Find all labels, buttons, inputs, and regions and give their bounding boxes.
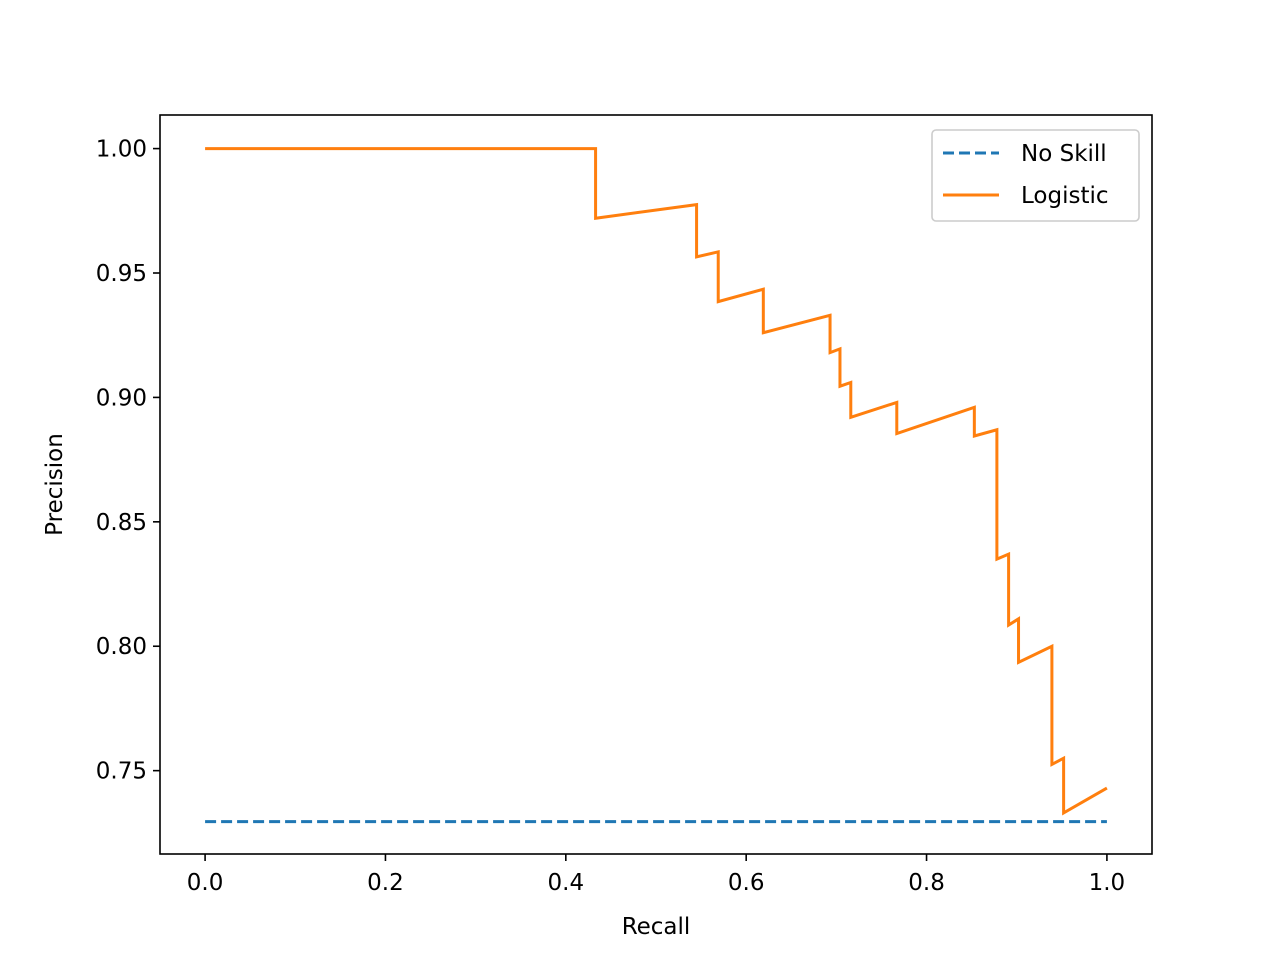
y-axis-label: Precision xyxy=(42,433,68,536)
y-tick-label: 0.90 xyxy=(96,385,147,411)
y-tick-label: 0.95 xyxy=(96,261,147,287)
x-axis-label: Recall xyxy=(622,914,691,940)
legend: No Skill Logistic xyxy=(931,129,1140,222)
y-tick-label: 0.85 xyxy=(96,510,147,536)
y-axis: 0.75 0.80 0.85 0.90 0.95 1.00 xyxy=(96,137,160,785)
x-axis: 0.0 0.2 0.4 0.6 0.8 1.0 xyxy=(187,854,1125,896)
legend-label: Logistic xyxy=(1021,183,1109,209)
x-tick-label: 0.0 xyxy=(187,870,224,896)
series-layer xyxy=(205,147,1108,824)
y-tick-label: 1.00 xyxy=(96,137,147,163)
y-tick-label: 0.80 xyxy=(96,634,147,660)
plot-frame xyxy=(159,114,1153,855)
y-tick-label: 0.75 xyxy=(96,759,147,785)
x-tick-label: 0.2 xyxy=(367,870,404,896)
x-tick-label: 0.8 xyxy=(908,870,945,896)
x-tick-label: 0.6 xyxy=(728,870,765,896)
series-line-logistic xyxy=(205,147,1108,816)
x-tick-label: 1.0 xyxy=(1089,870,1126,896)
x-tick-label: 0.4 xyxy=(548,870,585,896)
legend-label: No Skill xyxy=(1021,141,1107,167)
